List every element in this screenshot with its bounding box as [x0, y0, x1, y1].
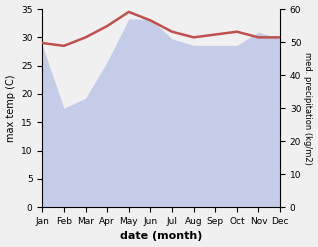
Y-axis label: med. precipitation (kg/m2): med. precipitation (kg/m2): [303, 52, 313, 165]
Y-axis label: max temp (C): max temp (C): [5, 74, 16, 142]
X-axis label: date (month): date (month): [120, 231, 203, 242]
